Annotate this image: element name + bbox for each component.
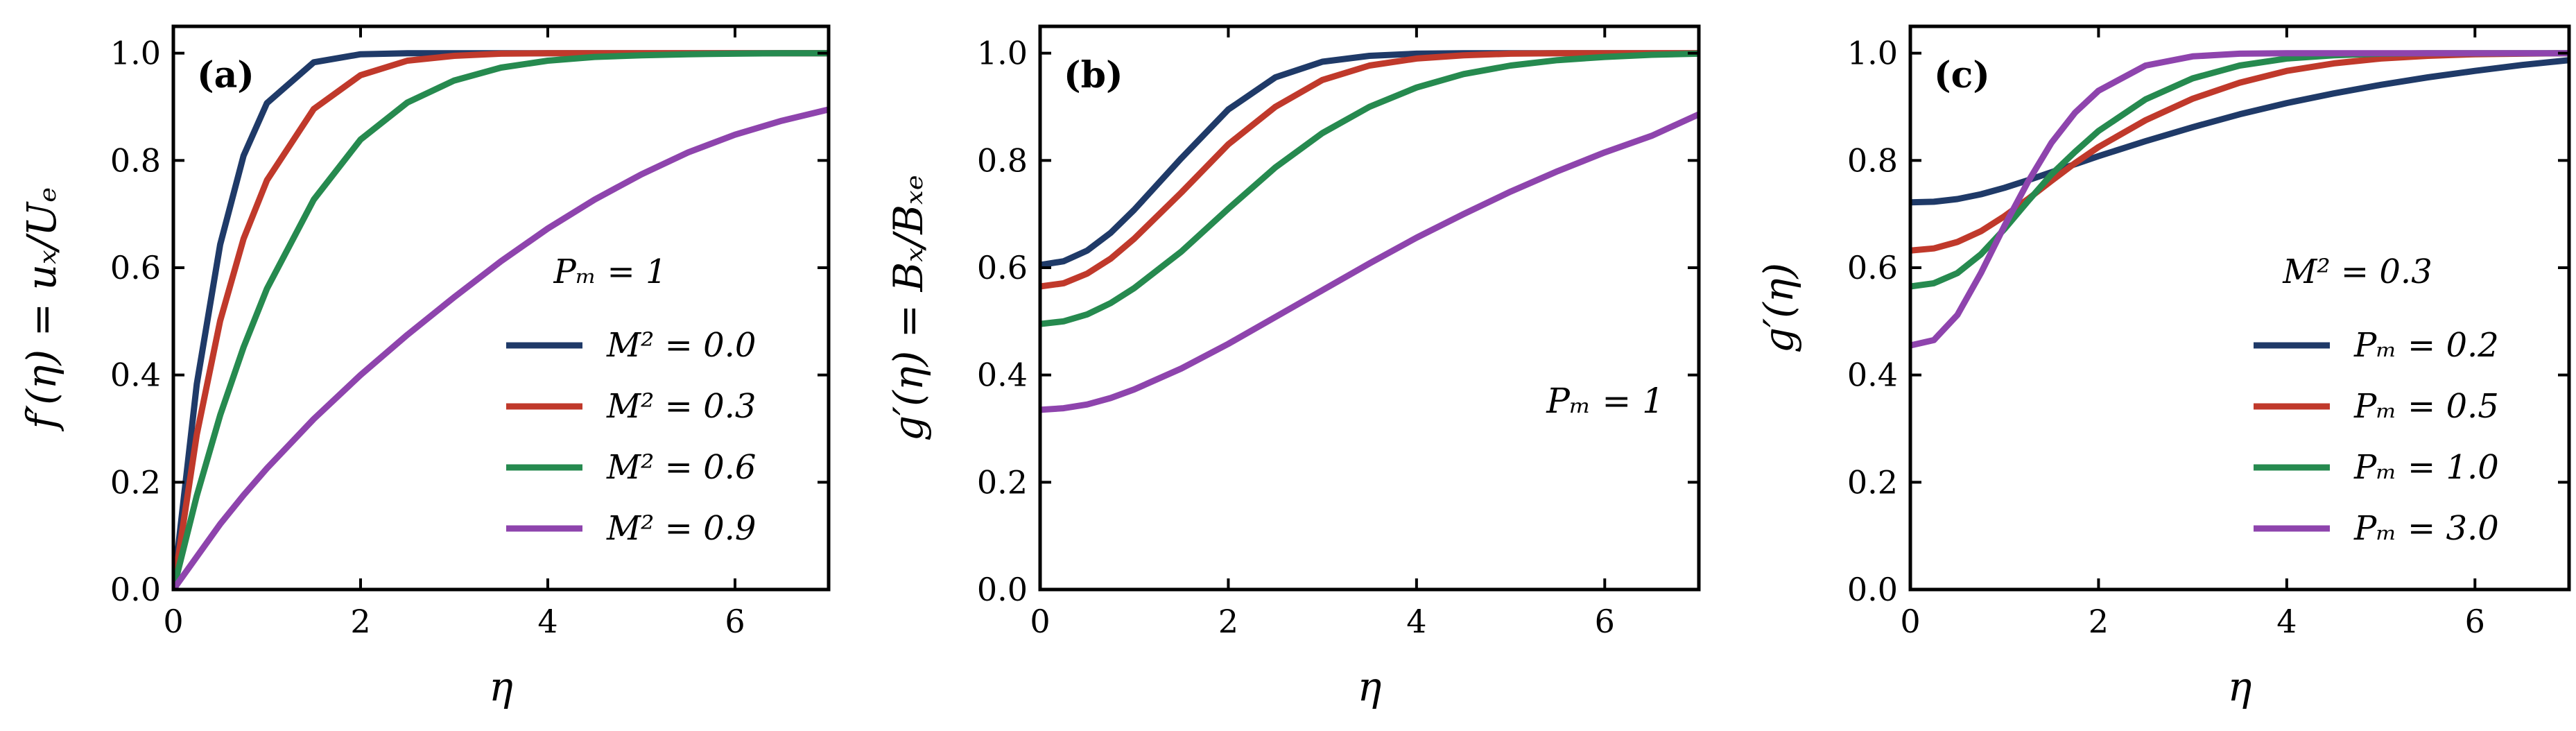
series-group xyxy=(1910,50,2569,349)
x-tick-label: 0 xyxy=(1900,603,1920,640)
y-tick-label: 0.0 xyxy=(110,571,161,608)
axes-frame xyxy=(1038,24,1701,592)
panel-label: (a) xyxy=(197,54,254,96)
x-axis-label: η xyxy=(1358,663,1382,710)
legend-entry-3: M² = 0.9 xyxy=(606,509,756,548)
x-tick-label: 2 xyxy=(1218,603,1238,640)
y-tick-label: 0.2 xyxy=(110,463,161,501)
y-tick-label: 0.4 xyxy=(110,356,161,394)
series-line-1 xyxy=(1040,50,1699,290)
x-axis-label: η xyxy=(489,663,513,710)
series-group xyxy=(173,50,829,590)
x-axis-label: η xyxy=(2228,663,2252,710)
legend-entry-1: M² = 0.3 xyxy=(606,387,756,426)
x-tick-label: 4 xyxy=(1406,603,1426,640)
x-tick-label: 0 xyxy=(1030,603,1050,640)
legend-entry-2: M² = 0.6 xyxy=(606,448,756,487)
y-tick-label: 0.8 xyxy=(1847,141,1898,179)
series-group xyxy=(1040,50,1699,413)
x-tick-label: 0 xyxy=(163,603,183,640)
y-tick-label: 0.2 xyxy=(977,463,1028,501)
y-tick-label: 0.6 xyxy=(977,249,1028,286)
series-line-2 xyxy=(1910,50,2569,290)
legend: M² = 0.3 Pₘ = 0.2 Pₘ = 0.5 Pₘ = 1.0 Pₘ = 3.0 xyxy=(2254,252,2499,548)
x-tick-label: 4 xyxy=(2276,603,2297,640)
y-tick-label: 0.0 xyxy=(1847,571,1898,608)
y-tick-label: 0.6 xyxy=(1847,249,1898,286)
y-axis-label: f′(η) = uₓ/Uₑ xyxy=(18,187,65,432)
legend-title: Pₘ = 1 xyxy=(553,252,666,291)
panel-annotation: Pₘ = 1 xyxy=(1546,381,1664,421)
y-tick-label: 1.0 xyxy=(977,35,1028,72)
y-tick-label: 1.0 xyxy=(110,35,161,72)
series-line-2 xyxy=(1040,50,1699,327)
panel-a: 0 2 4 6 0.0 0.2 0.4 0.6 0.8 1.0 η f′(η) = uₓ/Uₑ (a) P… xyxy=(18,24,831,710)
y-tick-label: 0.4 xyxy=(1847,356,1898,394)
axes-frame xyxy=(1908,24,2571,592)
legend-entry-1: Pₘ = 0.5 xyxy=(2353,387,2499,426)
legend-entry-3: Pₘ = 3.0 xyxy=(2353,509,2499,548)
axes-frame xyxy=(171,24,831,592)
y-tick-label: 0.0 xyxy=(977,571,1028,608)
panel-c: 0 2 4 6 0.0 0.2 0.4 0.6 0.8 1.0 η g′(η) (c) M² = 0.3 P… xyxy=(1755,24,2571,710)
x-tick-label: 4 xyxy=(537,603,557,640)
legend-title: M² = 0.3 xyxy=(2282,252,2432,291)
x-tick-label: 2 xyxy=(350,603,370,640)
x-tick-label: 6 xyxy=(725,603,745,640)
y-tick-label: 0.2 xyxy=(1847,463,1898,501)
series-line-0 xyxy=(1910,57,2569,206)
x-tick-label: 6 xyxy=(1595,603,1615,640)
y-axis-label: g′(η) = Bₓ/Bₓₑ xyxy=(885,175,932,441)
y-tick-label: 0.6 xyxy=(110,249,161,286)
x-tick-label: 6 xyxy=(2465,603,2485,640)
series-line-3 xyxy=(173,106,829,590)
x-tick-label: 2 xyxy=(2089,603,2109,640)
series-line-2 xyxy=(173,50,829,590)
series-line-3 xyxy=(1040,111,1699,413)
panel-label: (c) xyxy=(1934,54,1990,96)
legend: Pₘ = 1 M² = 0.0 M² = 0.3 M² = 0.6 M² = 0.9 xyxy=(506,252,756,548)
y-tick-label: 0.8 xyxy=(110,141,161,179)
series-line-3 xyxy=(1910,50,2569,349)
y-axis-label: g′(η) xyxy=(1755,263,1802,353)
legend-entry-2: Pₘ = 1.0 xyxy=(2353,448,2499,487)
panel-label: (b) xyxy=(1064,54,1123,96)
y-tick-label: 0.8 xyxy=(977,141,1028,179)
legend-entry-0: Pₘ = 0.2 xyxy=(2353,326,2499,365)
y-tick-label: 1.0 xyxy=(1847,35,1898,72)
y-tick-label: 0.4 xyxy=(977,356,1028,394)
legend-entry-0: M² = 0.0 xyxy=(606,326,756,365)
panel-b: 0 2 4 6 0.0 0.2 0.4 0.6 0.8 1.0 η g′(η) = Bₓ/Bₓₑ (b)… xyxy=(885,24,1701,710)
